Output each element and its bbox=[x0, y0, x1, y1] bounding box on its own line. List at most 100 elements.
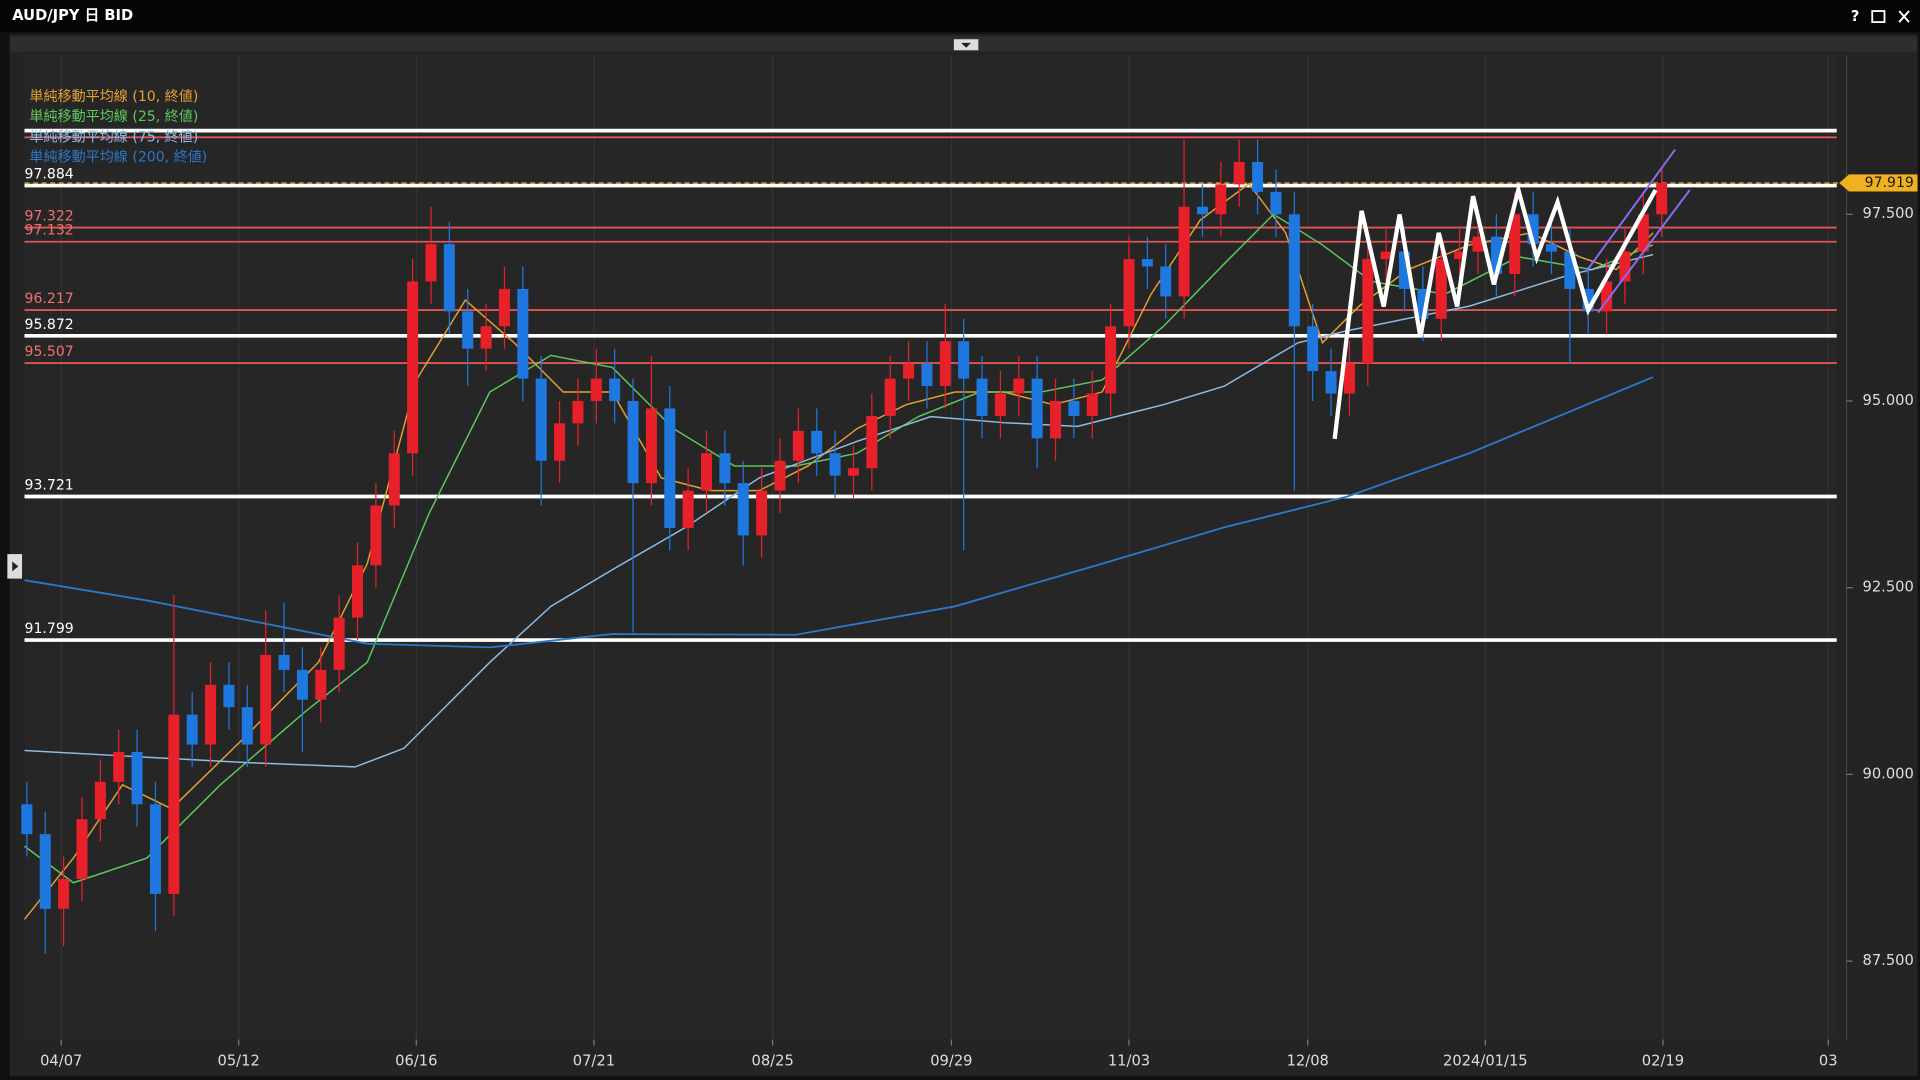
channel-line bbox=[1584, 148, 1676, 273]
candle-body bbox=[1050, 400, 1062, 439]
x-tick-label: 04/07 bbox=[40, 1053, 82, 1070]
x-tick-label: 09/29 bbox=[930, 1053, 972, 1070]
level-label: 96.217 bbox=[24, 291, 73, 307]
candle-body bbox=[682, 490, 694, 528]
candle-body bbox=[1270, 191, 1282, 215]
candle-body bbox=[168, 714, 180, 894]
grid bbox=[60, 55, 1829, 1040]
zigzag-drawing bbox=[1332, 181, 1658, 440]
candle-body bbox=[76, 819, 88, 879]
candle-body bbox=[223, 684, 235, 708]
legend-entry: 単純移動平均線 (75, 終値) bbox=[29, 129, 198, 145]
candle-body bbox=[241, 707, 253, 745]
candle-body bbox=[737, 483, 749, 536]
candle-body bbox=[296, 669, 308, 700]
candle-body bbox=[333, 617, 345, 670]
moving-average-line bbox=[24, 253, 1654, 768]
level-label: 97.132 bbox=[24, 223, 73, 239]
candle-body bbox=[1454, 251, 1466, 260]
candle-body bbox=[609, 378, 621, 401]
candle-body bbox=[1399, 251, 1411, 289]
y-tick-label: 95.000 bbox=[1863, 392, 1914, 409]
maximize-button[interactable] bbox=[1871, 10, 1886, 23]
candle-body bbox=[1252, 161, 1264, 192]
x-tick-label: 2024/01/15 bbox=[1443, 1053, 1528, 1070]
candle-body bbox=[645, 408, 657, 484]
help-button[interactable]: ? bbox=[1851, 8, 1860, 25]
candle-body bbox=[829, 453, 841, 476]
legend-entry: 単純移動平均線 (10, 終値) bbox=[29, 89, 198, 105]
candle-body bbox=[590, 378, 602, 401]
legend-entry: 単純移動平均線 (25, 終値) bbox=[29, 109, 198, 125]
plot-area bbox=[24, 55, 1837, 1040]
candle-body bbox=[205, 684, 217, 745]
candle-body bbox=[425, 244, 437, 282]
level-label: 93.721 bbox=[24, 477, 73, 493]
candle-body bbox=[1601, 281, 1613, 312]
candle-body bbox=[627, 400, 639, 484]
candle-body bbox=[315, 669, 327, 700]
candle-body bbox=[388, 453, 400, 506]
candle-body bbox=[1564, 251, 1576, 289]
candle-body bbox=[1178, 206, 1190, 297]
x-tick-label: 02/19 bbox=[1642, 1053, 1684, 1070]
candle-body bbox=[498, 288, 510, 327]
candle-body bbox=[278, 654, 290, 670]
candle-body bbox=[1288, 214, 1300, 327]
candle-body bbox=[94, 781, 106, 820]
legend: 単純移動平均線 (10, 終値) 単純移動平均線 (25, 終値) 単純移動平均線 … bbox=[29, 89, 207, 166]
x-tick-label: 03 bbox=[1819, 1053, 1838, 1070]
close-button[interactable] bbox=[1898, 10, 1910, 23]
x-tick-label: 11/03 bbox=[1108, 1053, 1150, 1070]
candle-body bbox=[884, 378, 896, 416]
candle-body bbox=[1435, 259, 1447, 319]
side-panel-toggle-icon bbox=[12, 561, 19, 572]
candles bbox=[21, 139, 1668, 954]
candle-body bbox=[1619, 251, 1631, 282]
candle-body bbox=[58, 878, 70, 909]
user-drawings bbox=[1332, 148, 1691, 440]
candle-body bbox=[407, 281, 419, 454]
candle-body bbox=[701, 453, 713, 491]
candle-body bbox=[260, 654, 272, 745]
moving-average-line bbox=[23, 182, 1654, 920]
window-title: AUD/JPY 日 BID bbox=[12, 7, 133, 24]
current-price-marker bbox=[1839, 174, 1918, 192]
y-tick-label: 92.500 bbox=[1863, 579, 1914, 596]
candle-body bbox=[1490, 236, 1502, 274]
candle-body bbox=[462, 311, 474, 349]
candle-body bbox=[664, 408, 676, 528]
x-tick-label: 12/08 bbox=[1287, 1053, 1329, 1070]
candle-body bbox=[847, 468, 859, 476]
level-label: 91.799 bbox=[24, 621, 73, 637]
candle-body bbox=[1141, 259, 1153, 267]
candle-body bbox=[1325, 371, 1337, 394]
candle-body bbox=[1509, 214, 1521, 274]
y-tick-label: 87.500 bbox=[1863, 952, 1914, 969]
toolbar-toggle-icon bbox=[961, 42, 972, 48]
candle-body bbox=[774, 460, 786, 491]
title-bar bbox=[0, 0, 1920, 32]
candle-body bbox=[1472, 236, 1484, 252]
candle-body bbox=[976, 378, 988, 416]
current-price-label: 97.919 bbox=[1865, 175, 1914, 191]
candle-body bbox=[958, 341, 970, 379]
x-tick-label: 06/16 bbox=[395, 1053, 437, 1070]
level-label: 95.872 bbox=[24, 317, 73, 333]
x-tick-label: 08/25 bbox=[751, 1053, 793, 1070]
candle-body bbox=[21, 804, 33, 835]
candle-body bbox=[1545, 244, 1557, 252]
candle-body bbox=[1068, 400, 1080, 416]
candle-body bbox=[1160, 266, 1172, 297]
candle-body bbox=[1215, 184, 1227, 215]
y-tick-label: 90.000 bbox=[1863, 765, 1914, 782]
candle-body bbox=[1637, 214, 1649, 252]
legend-entry: 単純移動平均線 (200, 終値) bbox=[29, 150, 207, 166]
candle-body bbox=[352, 565, 364, 618]
candle-body bbox=[994, 393, 1006, 416]
moving-average-line bbox=[24, 376, 1654, 649]
level-label: 95.507 bbox=[24, 344, 73, 360]
candle-body bbox=[517, 288, 529, 379]
